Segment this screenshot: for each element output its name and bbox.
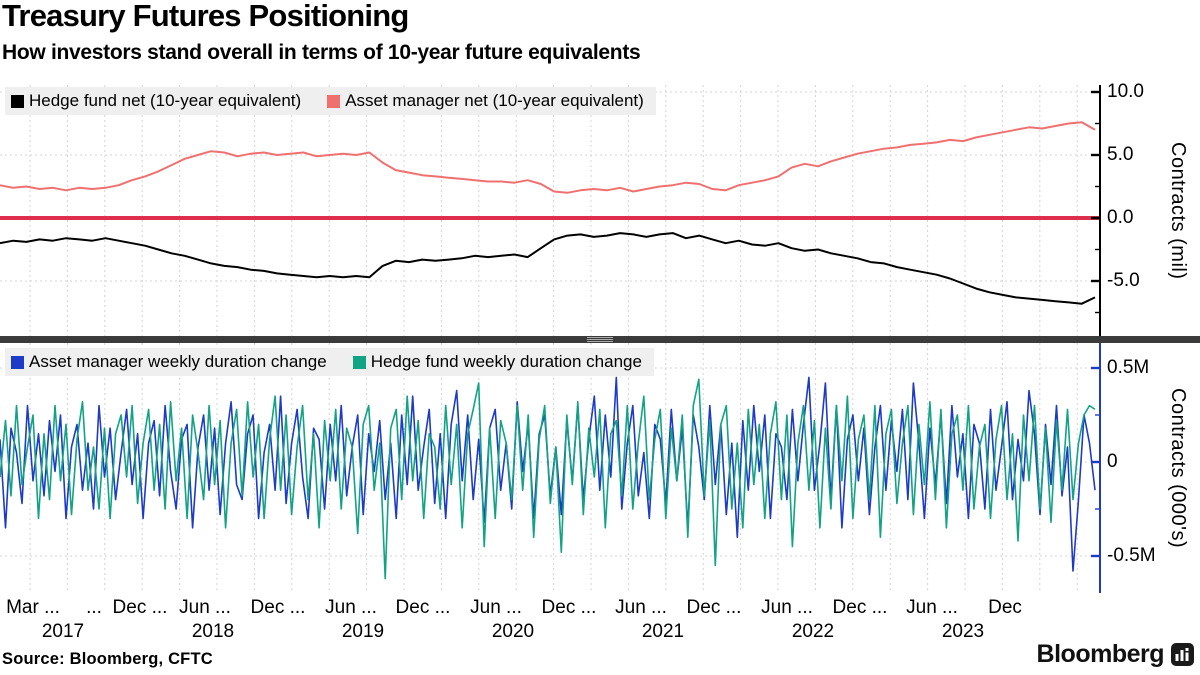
y-tick-label: 0.0 xyxy=(1107,207,1134,228)
chart-subtitle: How investors stand overall in terms of … xyxy=(2,41,641,64)
panel-splitter[interactable] xyxy=(0,336,1200,343)
x-tick-label: ... xyxy=(86,597,102,618)
legend-entry: Asset manager net (10-year equivalent) xyxy=(327,91,644,111)
legend-label: Asset manager net (10-year equivalent) xyxy=(345,91,644,110)
x-tick-label: Jun ... xyxy=(325,597,377,618)
x-tick-label: Jun ... xyxy=(761,597,813,618)
x-tick-label: Mar ... xyxy=(6,597,60,618)
y-axis-title: Contracts (mil) xyxy=(1167,141,1189,280)
legend-label: Hedge fund weekly duration change xyxy=(370,352,642,371)
y-tick-label: 0.5M xyxy=(1107,357,1150,378)
x-year-label: 2022 xyxy=(791,621,835,642)
y-tick-label: -0.5M xyxy=(1107,545,1156,566)
x-tick-label: Dec ... xyxy=(541,597,597,618)
y-tick-label: 5.0 xyxy=(1107,144,1134,165)
x-year-label: 2020 xyxy=(491,621,535,642)
x-tick-label: Dec ... xyxy=(250,597,306,618)
bloomberg-wordmark: Bloomberg xyxy=(1036,640,1165,668)
bloomberg-brand: Bloomberg xyxy=(1037,640,1194,669)
legend-entry: Hedge fund net (10-year equivalent) xyxy=(11,91,301,111)
series-line-asset-manager-net-10-year-equivalent xyxy=(0,121,1096,194)
x-year-label: 2018 xyxy=(191,621,235,642)
x-year-label: 2017 xyxy=(41,621,85,642)
top-panel-legend: Hedge fund net (10-year equivalent) Asset… xyxy=(5,87,656,115)
y-tick-label: 0 xyxy=(1107,451,1118,472)
y-tick-label: -5.0 xyxy=(1107,270,1140,291)
legend-label: Asset manager weekly duration change xyxy=(29,352,327,371)
bloomberg-terminal-icon xyxy=(1171,643,1194,666)
y-tick-label: 10.0 xyxy=(1107,81,1144,102)
series-line-hedge-fund-net-10-year-equivalent xyxy=(0,232,1096,305)
x-tick-label: Jun ... xyxy=(179,597,231,618)
x-tick-label: Jun ... xyxy=(615,597,667,618)
top-panel-plot xyxy=(0,85,1101,336)
x-tick-label: Dec ... xyxy=(686,597,742,618)
bottom-panel-plot xyxy=(0,343,1101,593)
splitter-grip-icon[interactable] xyxy=(587,337,613,342)
x-tick-label: Jun ... xyxy=(470,597,522,618)
series-line-hedge-fund-weekly-duration-change xyxy=(0,378,1096,580)
legend-swatch-icon xyxy=(11,94,24,108)
legend-swatch-icon xyxy=(11,355,24,369)
legend-label: Hedge fund net (10-year equivalent) xyxy=(29,91,302,110)
x-tick-label: Dec xyxy=(988,597,1022,618)
x-tick-label: Dec ... xyxy=(832,597,888,618)
source-note: Source: Bloomberg, CFTC xyxy=(2,650,213,668)
x-tick-label: Dec ... xyxy=(112,597,168,618)
legend-swatch-icon xyxy=(327,94,341,108)
legend-swatch-icon xyxy=(352,355,366,369)
x-year-label: 2019 xyxy=(341,621,385,642)
legend-entry: Hedge fund weekly duration change xyxy=(352,352,642,372)
x-tick-label: Jun ... xyxy=(906,597,958,618)
x-tick-label: Dec ... xyxy=(395,597,451,618)
x-year-label: 2023 xyxy=(941,621,985,642)
x-year-label: 2021 xyxy=(641,621,685,642)
chart-title: Treasury Futures Positioning xyxy=(2,0,409,33)
y-axis-title: Contracts (000's) xyxy=(1167,387,1189,549)
bottom-panel-legend: Asset manager weekly duration change Hedg… xyxy=(5,348,654,376)
legend-entry: Asset manager weekly duration change xyxy=(11,352,327,372)
